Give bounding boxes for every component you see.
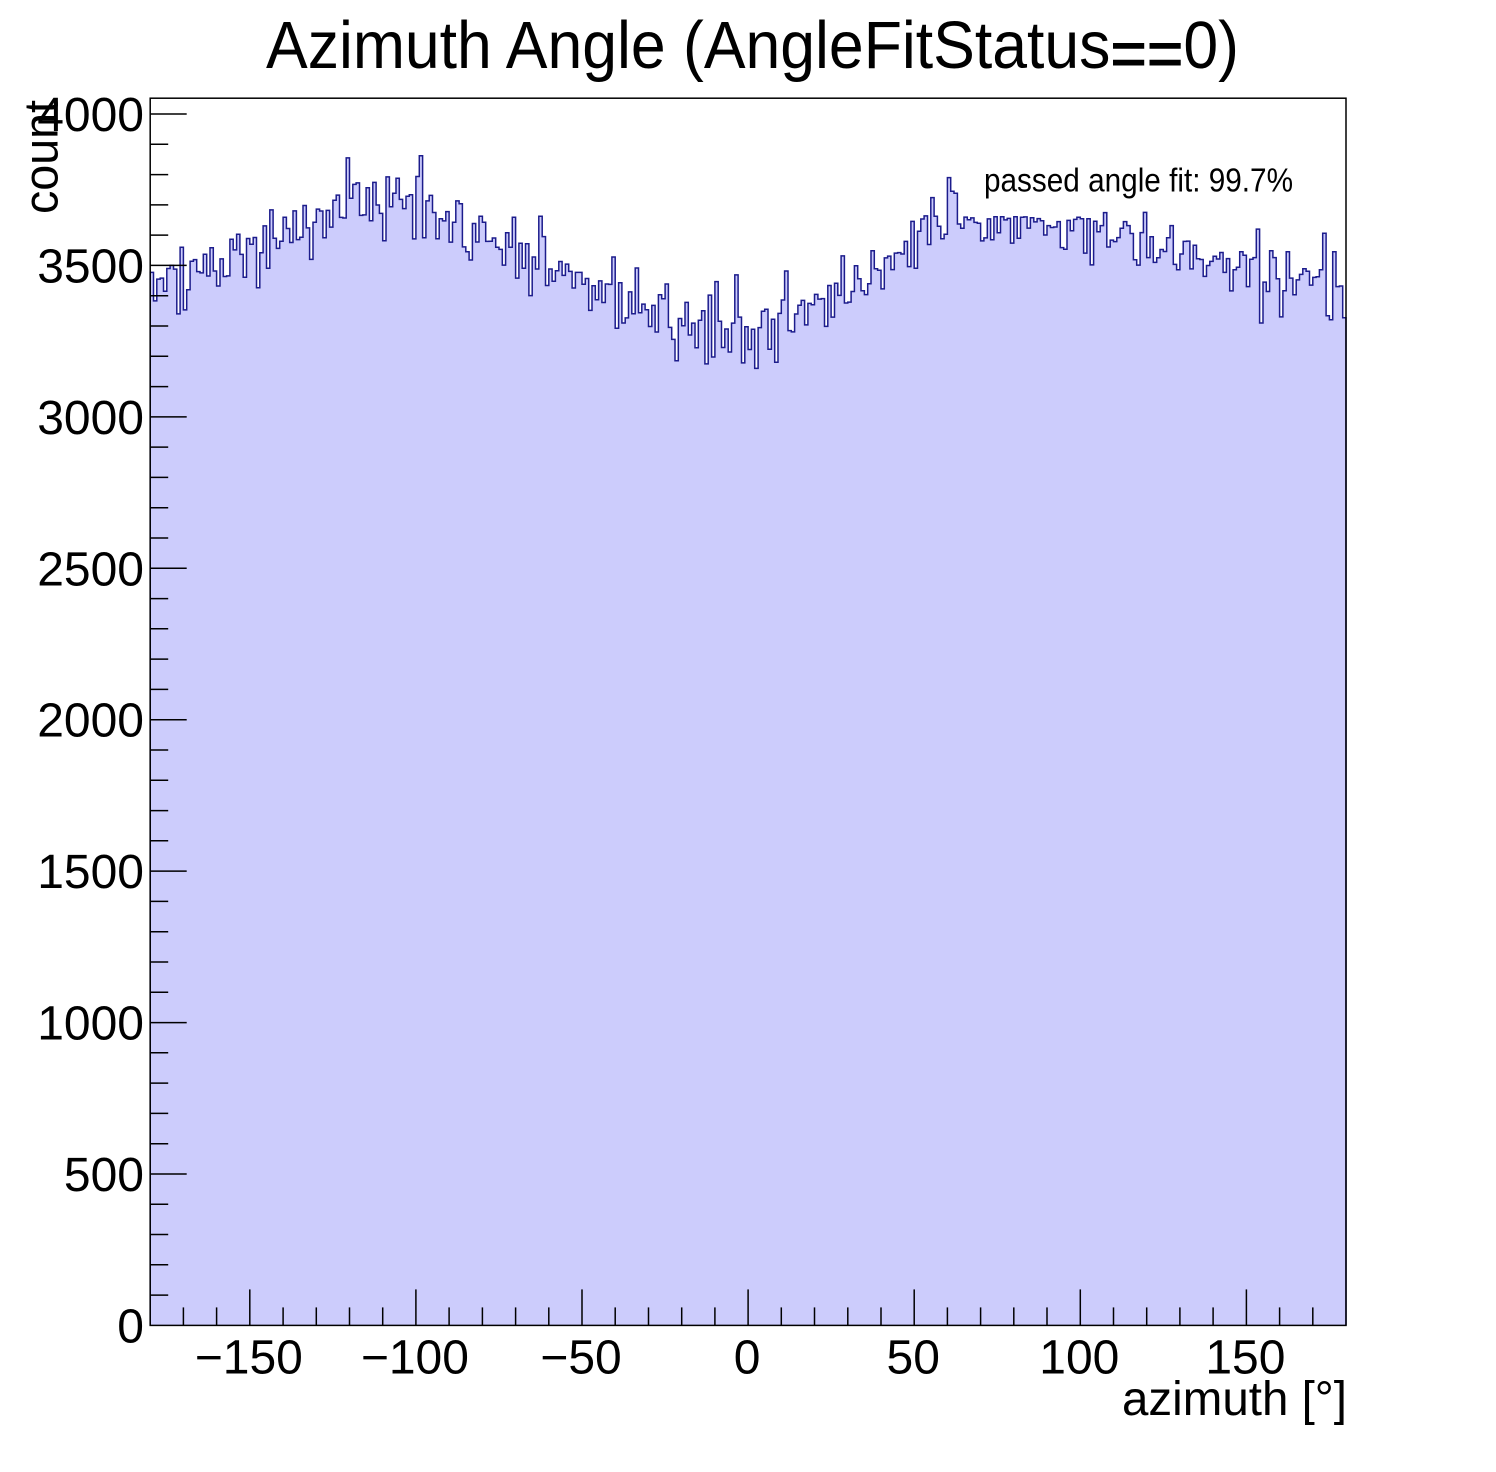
svg-text:2500: 2500 <box>37 543 144 596</box>
svg-text:1000: 1000 <box>37 998 144 1051</box>
svg-text:−150: −150 <box>195 1332 303 1385</box>
svg-text:500: 500 <box>64 1149 144 1202</box>
svg-text:−100: −100 <box>361 1332 469 1385</box>
svg-text:0: 0 <box>117 1300 144 1353</box>
svg-text:2000: 2000 <box>37 695 144 748</box>
svg-text:count: count <box>16 100 69 214</box>
svg-text:azimuth [°]: azimuth [°] <box>1122 1373 1347 1426</box>
svg-text:100: 100 <box>1039 1332 1119 1385</box>
svg-text:Azimuth Angle (AngleFitStatus=: Azimuth Angle (AngleFitStatus==0) <box>266 8 1239 91</box>
svg-text:3000: 3000 <box>37 392 144 445</box>
svg-text:passed angle fit: 99.7%: passed angle fit: 99.7% <box>984 162 1293 199</box>
svg-text:0: 0 <box>734 1332 761 1385</box>
svg-text:150: 150 <box>1205 1332 1285 1385</box>
svg-text:4000: 4000 <box>37 89 144 142</box>
svg-text:1500: 1500 <box>37 846 144 899</box>
svg-text:3500: 3500 <box>37 240 144 293</box>
svg-text:50: 50 <box>887 1332 940 1385</box>
svg-text:−50: −50 <box>540 1332 621 1385</box>
